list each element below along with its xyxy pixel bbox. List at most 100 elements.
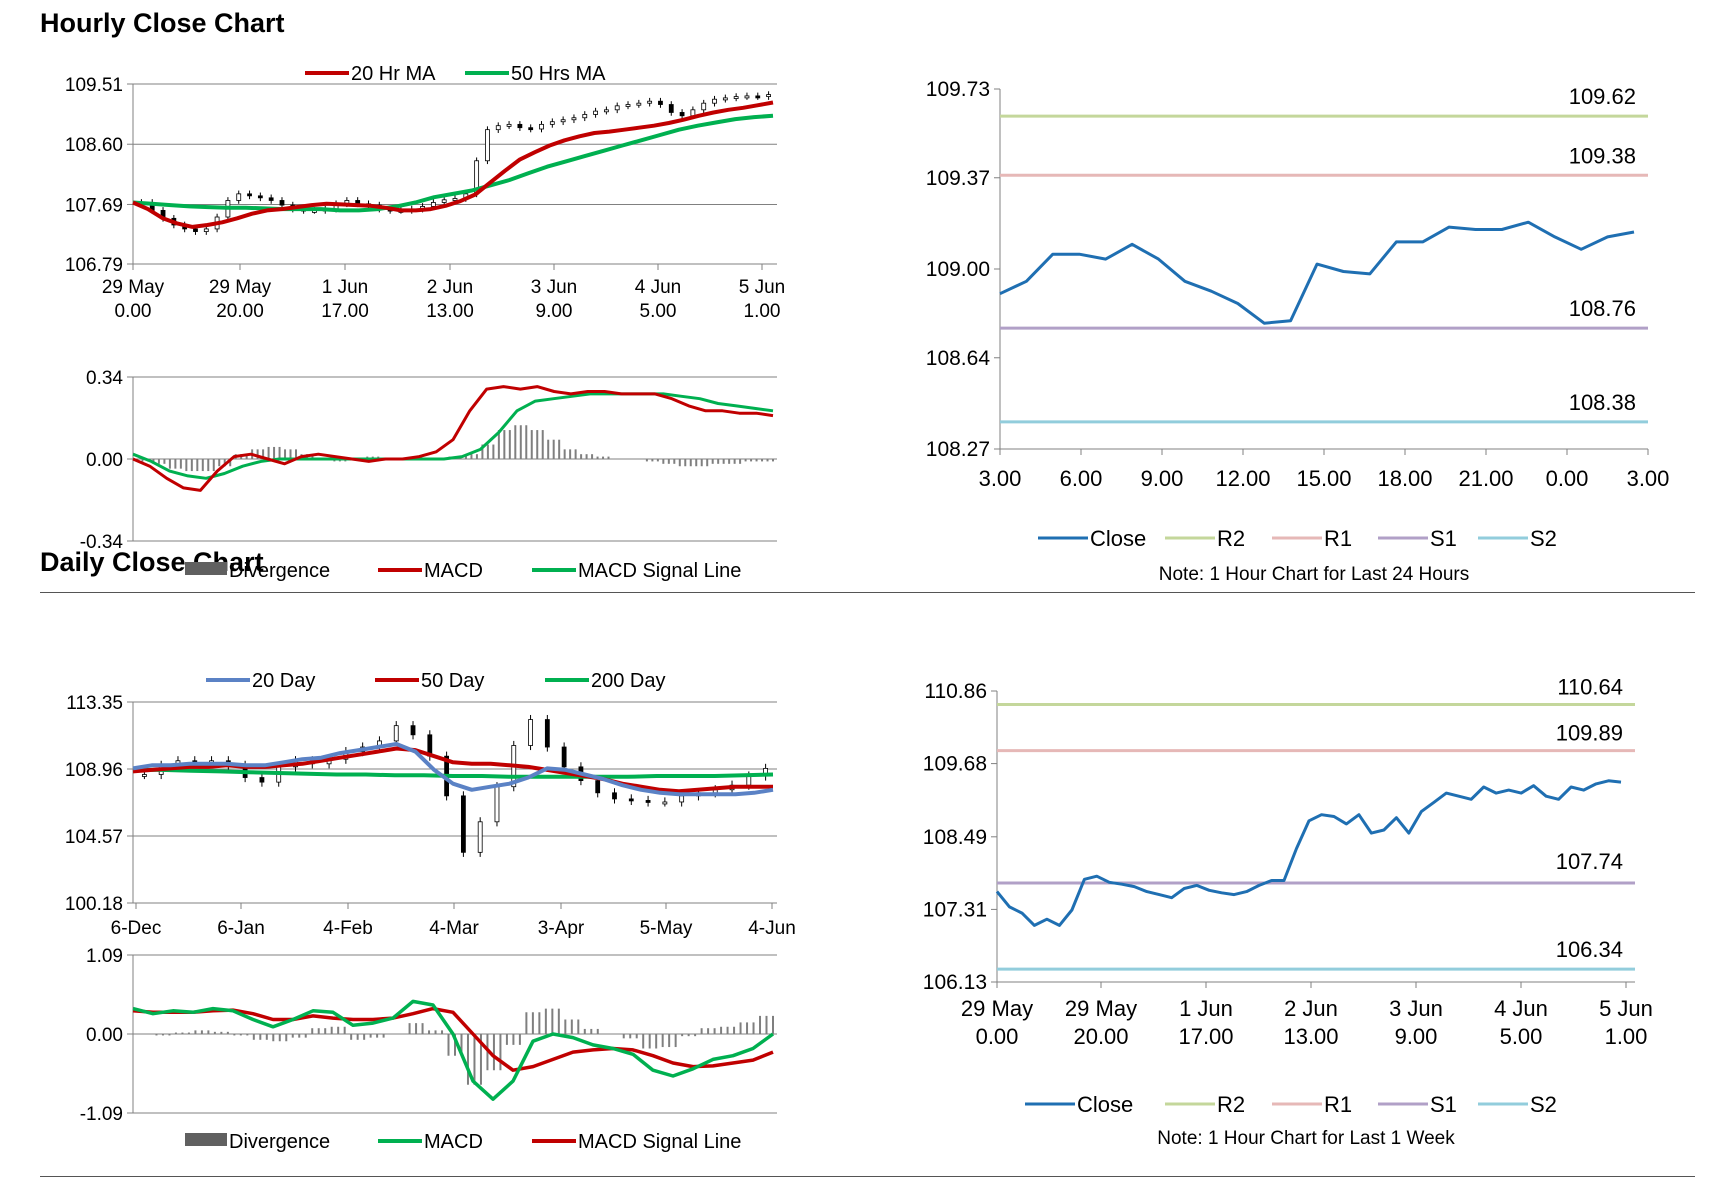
hourly-price-candle [701,102,707,111]
daily_price-y-tick-label: 100.18 [65,894,123,915]
hourly-price-candle [560,119,566,123]
daily-price-x-tick-label: 6-Dec [111,918,162,939]
daily_price-y-tick-label: 104.57 [65,827,123,848]
daily_macd-y-tick-label: 0.00 [86,1025,123,1046]
hourly-price-candle [279,200,285,206]
daily_levels-x-tick-date: 29 May [1065,996,1137,1021]
daily-macd-signal-line [132,1006,774,1072]
daily_levels-x-tick-date: 4 Jun [1494,996,1548,1021]
hourly_price-y-tick-label: 106.79 [65,255,123,276]
hourly_levels-y-tick-label: 109.73 [926,78,990,101]
bottom-divider [40,1176,1695,1177]
daily_macd-y-tick-label: -1.09 [80,1104,123,1125]
hourly_levels-x-tick-label: 0.00 [1546,466,1589,491]
hourly-price-candle [571,117,577,121]
hourly-price-candle [268,197,274,201]
daily_levels-x-tick-date: 3 Jun [1389,996,1443,1021]
hourly-price-x-tick-date: 5 Jun [739,277,785,298]
daily-macd-legend-macd-label: MACD [424,1131,483,1153]
hourly_levels-x-tick-label: 18.00 [1377,466,1432,491]
daily-price-candle [393,725,399,742]
hourly_macd-y-tick-label: 0.00 [86,450,123,471]
daily-price-x-tick-label: 4-Mar [429,918,479,939]
hourly-price-candle [636,102,642,106]
daily-price-candle [259,777,265,783]
daily_levels-close-line [995,779,1622,927]
daily_levels-x-tick-hour: 17.00 [1178,1024,1233,1049]
daily-price-x-tick-label: 5-May [640,918,693,939]
hourly-price-x-tick-date: 1 Jun [322,277,368,298]
daily-price-candle [544,719,550,748]
hourly_macd-y-tick-label: -0.34 [80,532,124,553]
daily_levels-level-label-s1: 107.74 [1556,849,1623,874]
daily_levels-x-tick-date: 2 Jun [1284,996,1338,1021]
daily-price-x-tick-label: 3-Apr [538,918,585,939]
daily-macd-legend-divergence-label: Divergence [229,1131,330,1153]
daily_levels-legend-s1-label: S1 [1430,1092,1457,1117]
daily-price-x-tick-label: 6-Jan [217,918,265,939]
hourly-price-candle [539,123,544,130]
hourly-price-x-tick-date: 3 Jun [531,277,577,298]
daily-price-x-tick-label: 4-Feb [323,918,373,939]
hourly_levels-level-label-s2: 108.38 [1569,390,1636,415]
daily-price-candle [410,725,416,736]
daily-price-candle [460,795,466,853]
daily_levels-x-tick-hour: 13.00 [1283,1024,1338,1049]
section-divider [40,592,1695,593]
hourly-20hr-ma-line [132,100,774,229]
daily_levels-legend-r2-label: R2 [1217,1092,1245,1117]
hourly_levels-level-label-s1: 108.76 [1569,296,1636,321]
hourly_levels-legend-s2-label: S2 [1530,526,1557,551]
hourly-price-candle [495,125,501,131]
hourly_levels-x-tick-label: 6.00 [1060,466,1103,491]
daily_levels-x-tick-date: 5 Jun [1599,996,1653,1021]
hourly_levels-x-tick-label: 9.00 [1141,466,1184,491]
daily-macd-legend-divergence-swatch [185,1133,227,1146]
daily-20day-line [132,742,774,797]
hourly_levels-legend-r2-label: R2 [1217,526,1245,551]
daily-price-candle [494,786,500,823]
daily_levels-legend-s2-label: S2 [1530,1092,1557,1117]
daily_price-y-tick-label: 113.35 [66,693,123,714]
hourly-price-candle [712,98,717,104]
hourly-legend-20hr-ma-label: 20 Hr MA [351,63,436,85]
hourly_levels-note: Note: 1 Hour Chart for Last 24 Hours [1159,564,1469,585]
hourly-price-x-tick-hour: 20.00 [216,301,264,322]
hourly-price-candle [722,97,728,101]
daily_levels-y-tick-label: 107.31 [923,898,987,921]
daily_macd-y-tick-label: 1.09 [86,946,123,967]
daily-price-candle [679,795,685,803]
daily-legend-200day-label: 200 Day [591,670,666,692]
daily-200day-line [133,767,774,779]
hourly-price-x-tick-hour: 17.00 [321,301,369,322]
hourly_levels-legend-s1-label: S1 [1430,526,1457,551]
hourly-price-x-tick-hour: 5.00 [640,301,677,322]
hourly_levels-y-tick-label: 109.00 [926,258,990,281]
daily_levels-y-tick-label: 110.86 [924,680,987,703]
hourly-price-candle [766,94,771,97]
daily-price-x-tick-label: 4-Jun [748,918,796,939]
daily_levels-x-tick-date: 1 Jun [1179,996,1233,1021]
hourly-price-candle [744,95,750,99]
hourly-price-candle [528,127,534,131]
daily-price-candle [528,719,533,746]
hourly-price-candle [755,95,761,99]
hourly-macd-legend-divergence-label: Divergence [229,560,330,582]
hourly-price-candle [603,109,609,113]
daily-price-candle [141,774,147,777]
hourly-price-candle [441,199,447,203]
hourly-price-candle [485,129,490,162]
hourly_levels-legend-close-label: Close [1090,526,1146,551]
hourly_macd-y-tick-label: 0.34 [86,368,123,389]
hourly-price-candle [625,104,631,107]
hourly_levels-legend-r1-label: R1 [1324,526,1352,551]
daily_levels-x-tick-hour: 1.00 [1605,1024,1648,1049]
hourly-price-candle [549,121,555,125]
hourly-macd-signal-line [132,392,774,480]
daily_levels-x-tick-date: 29 May [961,996,1033,1021]
hourly-price-candle [430,202,436,207]
hourly-price-candle [679,112,685,117]
hourly-price-candle [733,96,739,99]
hourly-50hr-ma-line [132,113,774,213]
